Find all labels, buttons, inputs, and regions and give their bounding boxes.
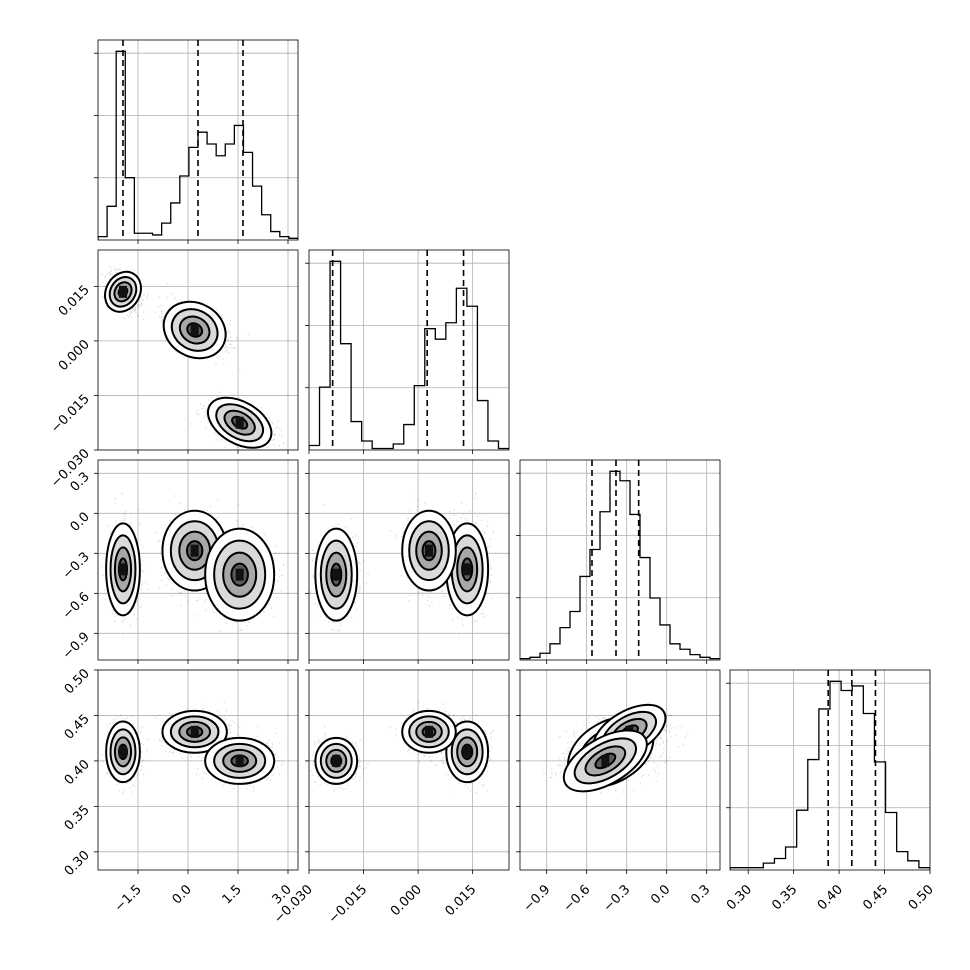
panel-frame <box>308 669 510 871</box>
histogram-3 <box>730 680 930 870</box>
panel-3-1: −0.030 −0.015 0.000 0.015 <box>271 669 510 927</box>
density-peak <box>425 725 433 738</box>
panel-frame <box>729 669 931 871</box>
y-tick-label: −0.6 <box>60 590 93 623</box>
x-tick-label: −0.015 <box>326 882 371 927</box>
density-peak <box>119 745 127 758</box>
y-tick-label: 0.40 <box>62 757 93 788</box>
panel-2-2 <box>516 459 721 664</box>
y-tick-label: 0.50 <box>62 666 93 697</box>
density-peak <box>463 563 472 576</box>
x-tick-label: 0.015 <box>443 882 480 919</box>
x-tick-label: 0.0 <box>648 882 673 907</box>
x-tick-label: −0.3 <box>601 882 634 915</box>
density-peak <box>235 754 244 767</box>
y-tick-label: 0.30 <box>62 848 93 879</box>
panel-frame <box>308 459 510 661</box>
panel-frame <box>308 249 510 451</box>
y-tick-label: 0.000 <box>56 337 93 374</box>
y-tick-label: −0.9 <box>60 630 93 663</box>
panel-0-0 <box>94 39 299 244</box>
panel-frame <box>97 669 299 871</box>
x-tick-label: 0.3 <box>688 882 713 907</box>
x-tick-label: 0.000 <box>388 882 425 919</box>
x-tick-label: −0.9 <box>521 882 554 915</box>
density-peak <box>332 568 341 581</box>
y-tick-label: 0.0 <box>68 510 93 535</box>
density-peak <box>119 563 127 576</box>
panel-3-0: 0.300.350.400.450.50−1.5 0.0 1.5 3.0 <box>62 666 299 915</box>
panel-frame <box>97 459 299 661</box>
density-peak <box>425 544 433 557</box>
panel-3-3: 0.30 0.35 0.40 0.45 0.50 <box>724 669 937 913</box>
y-tick-label: 0.35 <box>62 803 93 834</box>
y-tick-label: 0.45 <box>62 712 93 743</box>
density-peak <box>463 745 472 758</box>
x-tick-label: 0.50 <box>906 882 937 913</box>
density-peak <box>190 324 199 336</box>
y-tick-label: −0.015 <box>48 392 93 437</box>
histogram-1 <box>309 260 509 450</box>
panel-3-2: −0.9 −0.6 −0.3 0.0 0.3 <box>516 669 721 915</box>
x-tick-label: 0.40 <box>815 882 846 913</box>
y-tick-label: −0.3 <box>60 550 93 583</box>
scatter-points <box>309 492 495 639</box>
panel-frame <box>97 249 299 451</box>
density-peak <box>235 416 244 429</box>
x-tick-label: −0.6 <box>561 882 594 915</box>
panel-frame <box>519 459 721 661</box>
panel-frame <box>97 39 299 241</box>
density-peak <box>601 754 610 767</box>
x-tick-label: −1.5 <box>112 882 145 915</box>
density-peak <box>190 725 199 738</box>
panel-2-0: −0.9−0.6−0.30.00.3 <box>60 459 299 664</box>
panel-2-1 <box>305 459 510 664</box>
x-tick-label: 1.5 <box>220 882 245 907</box>
x-tick-label: 0.45 <box>860 882 891 913</box>
x-tick-label: 0.30 <box>724 882 755 913</box>
panel-frame <box>519 669 721 871</box>
x-tick-label: 0.0 <box>170 882 195 907</box>
density-peak <box>332 754 341 767</box>
density-peak <box>235 568 244 581</box>
histogram-2 <box>520 470 720 660</box>
density-peak <box>119 285 127 298</box>
x-tick-label: 0.35 <box>769 882 800 913</box>
panel-1-1 <box>305 249 510 454</box>
y-tick-label: 0.015 <box>56 283 93 320</box>
density-peak <box>190 544 199 557</box>
